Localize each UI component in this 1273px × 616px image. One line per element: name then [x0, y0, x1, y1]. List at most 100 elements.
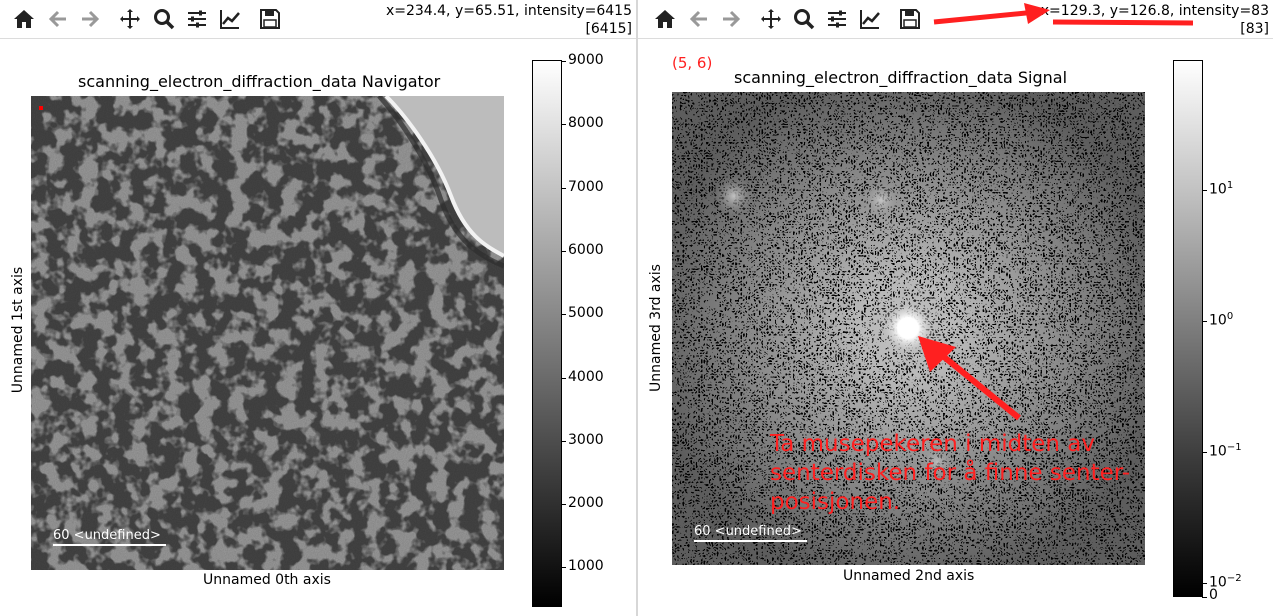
signal-colorbar-tick-base: 10 — [1209, 574, 1227, 591]
navigator-scalebar-line — [53, 544, 166, 546]
edit-axis-icon — [220, 10, 240, 29]
annotation-text: Ta musepekeren i midten av senterdisken … — [770, 431, 1131, 515]
signal-xlabel: Unnamed 2nd axis — [843, 568, 975, 584]
navigator-colorbar-tick-label: 7000 — [568, 178, 604, 195]
back-arrow-icon — [48, 10, 66, 28]
home-button[interactable] — [10, 5, 38, 33]
save-icon — [900, 9, 920, 29]
navigator-colorbar — [532, 60, 562, 607]
signal-scalebar-line — [694, 540, 807, 542]
save-icon — [260, 9, 280, 29]
signal-window: x=129.3, y=126.8, intensity=83 [83] (5, … — [638, 0, 1273, 616]
signal-colorbar-tick-label: 0 — [1209, 587, 1218, 603]
navigator-scalebar: 60 <undefined> — [53, 528, 166, 546]
configure-subplots-icon — [828, 10, 846, 28]
zoom-button[interactable] — [790, 5, 818, 33]
cursor-readout: x=129.3, y=126.8, intensity=83 [83] — [1041, 2, 1269, 38]
signal-colorbar-tick-label: 10−1 — [1209, 442, 1242, 460]
signal-colorbar-tick-mark — [1202, 190, 1207, 191]
signal-colorbar-tick-mark — [1202, 597, 1207, 598]
navigator-image[interactable]: 60 <undefined> — [31, 96, 504, 570]
signal-colorbar-tick-exponent: 0 — [1226, 311, 1234, 322]
edit-axis-icon — [860, 10, 880, 29]
navigator-colorbar-tick-label: 4000 — [568, 368, 604, 385]
save-button[interactable] — [896, 5, 924, 33]
navigator-colorbar-tick-label: 1000 — [568, 558, 604, 575]
home-button[interactable] — [651, 5, 679, 33]
pan-button[interactable] — [116, 5, 144, 33]
signal-colorbar-tick-mark — [1202, 321, 1207, 322]
signal-colorbar-tick-base: 0 — [1209, 587, 1218, 603]
signal-colorbar-tick-label: 100 — [1209, 311, 1233, 329]
signal-toolbar: x=129.3, y=126.8, intensity=83 [83] — [638, 0, 1273, 39]
signal-image[interactable]: 60 <undefined> — [672, 92, 1145, 565]
signal-colorbar-tick-exponent: −2 — [1226, 573, 1242, 584]
pan-icon — [761, 9, 781, 29]
back-arrow-icon — [689, 10, 707, 28]
cursor-value: [83] — [1240, 21, 1269, 37]
navigator-colorbar-tick-label: 8000 — [568, 115, 604, 132]
signal-image-content — [672, 92, 1145, 565]
forward-button[interactable] — [717, 5, 745, 33]
position-label: (5, 6) — [672, 54, 713, 72]
cursor-value: [6415] — [585, 21, 632, 37]
signal-colorbar-tick-label: 101 — [1209, 180, 1233, 198]
configure-subplots-button[interactable] — [823, 5, 851, 33]
navigator-colorbar-tick-mark — [561, 187, 566, 189]
back-button[interactable] — [44, 5, 72, 33]
navigator-ylabel: Unnamed 1st axis — [10, 266, 26, 394]
signal-ylabel: Unnamed 3rd axis — [648, 264, 664, 392]
signal-colorbar-tick-base: 10 — [1209, 312, 1227, 329]
signal-title: scanning_electron_diffraction_data Signa… — [734, 68, 1068, 87]
navigator-image-content — [31, 96, 504, 570]
navigator-window: x=234.4, y=65.51, intensity=6415 [6415] … — [0, 0, 636, 616]
pan-button[interactable] — [757, 5, 785, 33]
signal-scalebar-label: 60 <undefined> — [694, 524, 802, 539]
signal-colorbar-tick-exponent: −1 — [1226, 442, 1242, 453]
home-icon — [14, 10, 34, 28]
navigator-colorbar-tick-mark — [561, 504, 566, 506]
window-divider — [636, 0, 638, 616]
cursor-readout: x=234.4, y=65.51, intensity=6415 [6415] — [386, 2, 632, 38]
forward-arrow-icon — [723, 10, 741, 28]
navigator-colorbar-tick-mark — [561, 440, 566, 442]
navigator-title: scanning_electron_diffraction_data Navig… — [78, 72, 441, 91]
edit-axis-button[interactable] — [856, 5, 884, 33]
navigator-colorbar-tick-label: 3000 — [568, 431, 604, 448]
cursor-coords: x=234.4, y=65.51, intensity=6415 — [385, 3, 632, 19]
navigator-colorbar-tick-label: 2000 — [568, 495, 604, 512]
home-icon — [655, 10, 675, 28]
signal-colorbar-tick-base: 10 — [1209, 181, 1227, 198]
back-button[interactable] — [685, 5, 713, 33]
forward-button[interactable] — [76, 5, 104, 33]
save-button[interactable] — [256, 5, 284, 33]
configure-subplots-button[interactable] — [183, 5, 211, 33]
signal-colorbar — [1173, 60, 1203, 597]
navigator-colorbar-tick-mark — [561, 61, 566, 62]
navigator-scalebar-label: 60 <undefined> — [53, 528, 161, 543]
navigator-colorbar-tick-mark — [561, 377, 566, 379]
navigator-colorbar-tick-mark — [561, 567, 566, 569]
signal-colorbar-tick-base: 10 — [1209, 443, 1227, 460]
navigator-colorbar-tick-label: 5000 — [568, 305, 604, 322]
cursor-coords: x=129.3, y=126.8, intensity=83 — [1040, 3, 1269, 19]
configure-subplots-icon — [188, 10, 206, 28]
navigator-colorbar-tick-mark — [561, 124, 566, 126]
zoom-button[interactable] — [150, 5, 178, 33]
pan-icon — [120, 9, 140, 29]
signal-colorbar-tick-label: 10−2 — [1209, 573, 1242, 591]
navigator-xlabel: Unnamed 0th axis — [203, 572, 331, 588]
navigator-colorbar-tick-label: 9000 — [568, 52, 604, 68]
zoom-icon — [154, 9, 175, 30]
edit-axis-button[interactable] — [216, 5, 244, 33]
signal-scalebar: 60 <undefined> — [694, 524, 807, 542]
navigator-colorbar-tick-mark — [561, 314, 566, 316]
navigator-toolbar: x=234.4, y=65.51, intensity=6415 [6415] — [0, 0, 636, 39]
signal-colorbar-tick-mark — [1202, 583, 1207, 584]
navigator-colorbar-tick-mark — [561, 250, 566, 252]
zoom-icon — [794, 9, 815, 30]
forward-arrow-icon — [82, 10, 100, 28]
signal-colorbar-tick-mark — [1202, 452, 1207, 453]
navigator-colorbar-tick-label: 6000 — [568, 241, 604, 258]
signal-colorbar-tick-exponent: 1 — [1226, 180, 1234, 191]
